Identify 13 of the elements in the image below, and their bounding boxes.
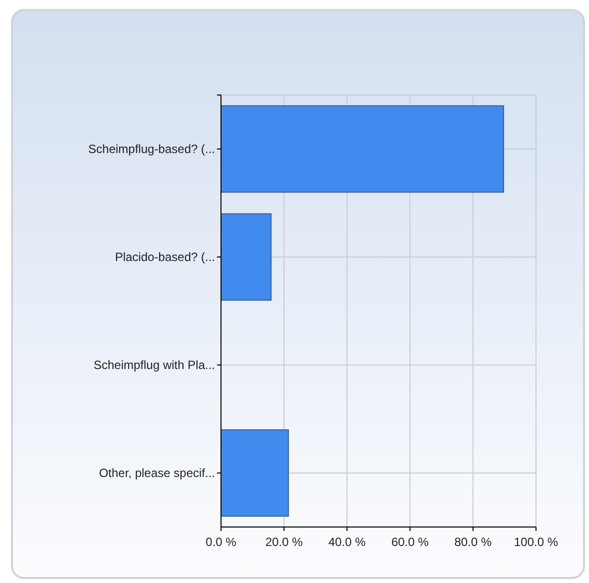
x-tick-label: 0.0 % [206,535,237,549]
x-tick-label: 40.0 % [328,535,366,549]
x-tick-label: 80.0 % [454,535,492,549]
y-tick-label: Placido-based? (... [114,250,215,264]
x-tick-label: 20.0 % [265,535,304,549]
bar [220,105,504,193]
x-tick-label: 60.0 % [391,535,430,549]
x-tick-label: 100.0 % [514,535,558,549]
bar [220,429,289,517]
y-tick-label: Other, please specif... [98,466,215,480]
y-tick-label: Scheimpflug-based? (... [88,142,215,156]
bar [220,213,272,301]
y-tick-label: Scheimpflug with Pla... [94,358,215,372]
